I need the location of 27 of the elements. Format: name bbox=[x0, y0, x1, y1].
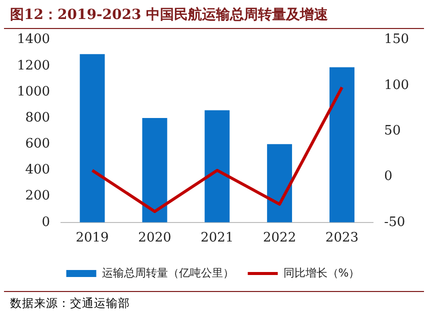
bar bbox=[329, 67, 354, 222]
y-tick-label: 800 bbox=[25, 110, 50, 126]
bar bbox=[80, 54, 105, 222]
x-tick-label: 2023 bbox=[325, 230, 359, 246]
legend-label: 运输总周转量（亿吨公里） bbox=[102, 266, 234, 280]
bar bbox=[204, 110, 230, 222]
y-tick-label: 600 bbox=[25, 136, 50, 152]
y-tick-label: 400 bbox=[25, 162, 50, 178]
y-tick-label: 1000 bbox=[16, 84, 50, 100]
legend-label: 同比增长（%） bbox=[283, 266, 360, 280]
y-tick-label: 1400 bbox=[16, 32, 50, 48]
source-note: 数据来源：交通运输部 bbox=[4, 291, 424, 315]
bar bbox=[267, 144, 292, 222]
y-tick-label: 1200 bbox=[16, 58, 50, 74]
y2-tick-label: 0 bbox=[384, 169, 392, 184]
x-tick-label: 2019 bbox=[76, 230, 109, 246]
y2-tick-label: -50 bbox=[384, 214, 406, 230]
y-tick-label: 200 bbox=[25, 188, 50, 204]
y-tick-label: 0 bbox=[42, 214, 50, 230]
x-tick-label: 2022 bbox=[263, 230, 296, 246]
chart-title: 图12：2019-2023 中国民航运输总周转量及增速 bbox=[4, 0, 424, 29]
x-tick-label: 2021 bbox=[200, 230, 234, 246]
y2-tick-label: 100 bbox=[384, 78, 410, 93]
bar bbox=[142, 118, 168, 222]
y2-tick-label: 50 bbox=[384, 123, 401, 138]
y2-tick-label: 150 bbox=[384, 32, 410, 48]
x-tick-label: 2020 bbox=[138, 230, 172, 246]
